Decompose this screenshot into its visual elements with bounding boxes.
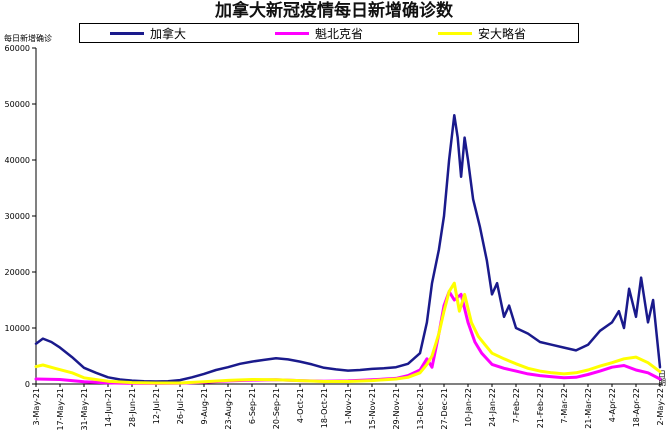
- x-tick-label: 28-Jun-21: [128, 388, 137, 427]
- y-tick-label: 0: [25, 380, 30, 389]
- legend-swatch-ontario: [438, 31, 472, 35]
- x-tick-label: 7-Feb-22: [512, 388, 521, 423]
- legend-item-quebec: 魁北克省: [275, 24, 363, 42]
- legend-label-canada: 加拿大: [150, 26, 187, 41]
- x-tick-label: 29-Nov-21: [392, 388, 401, 430]
- x-tick-label: 1-Nov-21: [344, 388, 353, 424]
- legend-label-ontario: 安大略省: [478, 26, 527, 41]
- chart-title: 加拿大新冠疫情每日新增确诊数: [215, 1, 453, 21]
- legend-label-quebec: 魁北克省: [315, 26, 364, 41]
- x-tick-label: 17-May-21: [56, 388, 65, 431]
- y-tick-label: 20000: [5, 268, 30, 277]
- x-tick-label: 24-Jan-22: [488, 388, 497, 427]
- x-tick-label: 10-Jan-22: [464, 388, 473, 427]
- x-tick-label: 6-Sep-21: [248, 388, 257, 424]
- x-tick-label: 21-Mar-22: [584, 388, 593, 429]
- x-tick-label: 15-Nov-21: [368, 388, 377, 430]
- x-tick-label: 4-Oct-21: [296, 388, 305, 423]
- legend-swatch-quebec: [275, 31, 309, 35]
- legend-item-canada: 加拿大: [110, 24, 186, 42]
- x-tick-label: 23-Aug-21: [224, 388, 233, 430]
- x-tick-label: 9-Aug-21: [200, 388, 209, 425]
- x-tick-label: 31-May-21: [80, 388, 89, 431]
- x-tick-label: 3-May-21: [32, 388, 41, 425]
- chart-legend: 加拿大 魁北克省 安大略省: [79, 23, 579, 43]
- x-tick-label: 27-Dec-21: [440, 388, 449, 430]
- x-tick-label: 18-Oct-21: [320, 388, 329, 428]
- x-tick-label: 26-Jul-21: [176, 388, 185, 424]
- y-tick-label: 50000: [5, 100, 30, 109]
- x-tick-label: 12-Jul-21: [152, 388, 161, 424]
- x-tick-label: 20-Sep-21: [272, 388, 281, 429]
- x-tick-label: 2-May-22: [656, 388, 665, 425]
- x-tick-label: 13-Dec-21: [416, 388, 425, 430]
- y-tick-label: 10000: [5, 324, 30, 333]
- x-tick-label: 18-Apr-22: [632, 388, 641, 427]
- y-tick-label: 60000: [5, 44, 30, 53]
- y-tick-label: 40000: [5, 156, 30, 165]
- legend-swatch-canada: [110, 31, 144, 35]
- x-tick-label: 7-Mar-22: [560, 388, 569, 424]
- x-axis-label: 日期: [658, 370, 667, 387]
- y-tick-label: 30000: [5, 212, 30, 221]
- x-tick-label: 4-Apr-22: [608, 388, 617, 422]
- series-line-ontario: [34, 281, 662, 385]
- series-line-canada: [34, 113, 662, 383]
- legend-item-ontario: 安大略省: [438, 24, 526, 42]
- y-axis-label: 每日新增确诊: [4, 34, 52, 43]
- x-tick-label: 14-Jun-21: [104, 388, 113, 427]
- x-tick-label: 21-Feb-22: [536, 388, 545, 428]
